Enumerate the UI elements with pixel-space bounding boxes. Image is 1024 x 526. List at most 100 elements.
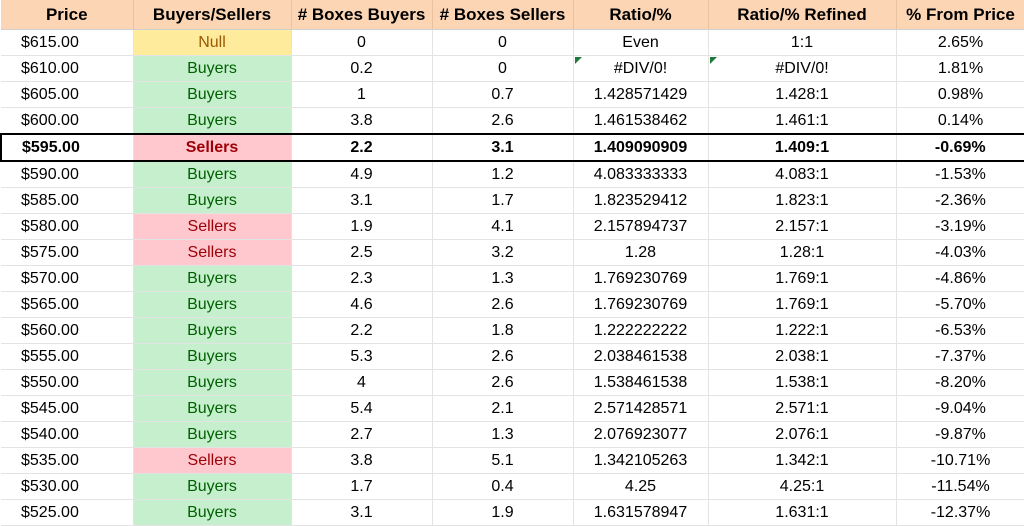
buyers-sellers-cell[interactable]: Buyers <box>133 55 292 82</box>
price-cell[interactable]: $590.00 <box>1 161 134 188</box>
header-buyers-sellers[interactable]: Buyers/Sellers <box>133 0 292 30</box>
ratio-cell[interactable]: 1.631578947 <box>573 499 709 526</box>
buyers-sellers-cell[interactable]: Buyers <box>133 265 292 292</box>
price-cell[interactable]: $595.00 <box>0 133 134 162</box>
buyers-sellers-cell[interactable]: Buyers <box>133 81 292 108</box>
ratio-cell[interactable]: 2.157894737 <box>573 213 709 240</box>
boxes-sellers-cell[interactable]: 3.2 <box>432 239 574 266</box>
boxes-buyers-cell[interactable]: 4 <box>291 369 433 396</box>
buyers-sellers-cell[interactable]: Buyers <box>133 107 292 135</box>
price-cell[interactable]: $540.00 <box>1 421 134 448</box>
from-price-cell[interactable]: -10.71% <box>896 447 1024 474</box>
buyers-sellers-cell[interactable]: Sellers <box>133 447 292 474</box>
buyers-sellers-cell[interactable]: Buyers <box>133 395 292 422</box>
boxes-buyers-cell[interactable]: 2.3 <box>291 265 433 292</box>
ratio-refined-cell[interactable]: 1:1 <box>708 29 897 56</box>
boxes-buyers-cell[interactable]: 5.3 <box>291 343 433 370</box>
ratio-refined-cell[interactable]: 2.157:1 <box>708 213 897 240</box>
from-price-cell[interactable]: -12.37% <box>896 499 1024 526</box>
buyers-sellers-cell[interactable]: Buyers <box>133 421 292 448</box>
boxes-sellers-cell[interactable]: 2.1 <box>432 395 574 422</box>
ratio-cell[interactable]: 4.083333333 <box>573 161 709 188</box>
from-price-cell[interactable]: -11.54% <box>896 473 1024 500</box>
price-cell[interactable]: $550.00 <box>1 369 134 396</box>
boxes-sellers-cell[interactable]: 5.1 <box>432 447 574 474</box>
ratio-refined-cell[interactable]: 1.222:1 <box>708 317 897 344</box>
boxes-sellers-cell[interactable]: 2.6 <box>432 291 574 318</box>
ratio-cell[interactable]: 2.038461538 <box>573 343 709 370</box>
boxes-buyers-cell[interactable]: 1 <box>291 81 433 108</box>
header-ratio[interactable]: Ratio/% <box>573 0 709 30</box>
buyers-sellers-cell[interactable]: Sellers <box>133 213 292 240</box>
ratio-refined-cell[interactable]: 1.409:1 <box>708 133 897 162</box>
ratio-cell[interactable]: Even <box>573 29 709 56</box>
boxes-sellers-cell[interactable]: 2.6 <box>432 107 574 135</box>
boxes-buyers-cell[interactable]: 3.8 <box>291 447 433 474</box>
boxes-buyers-cell[interactable]: 3.1 <box>291 187 433 214</box>
from-price-cell[interactable]: -9.04% <box>896 395 1024 422</box>
ratio-refined-cell[interactable]: 4.25:1 <box>708 473 897 500</box>
price-cell[interactable]: $575.00 <box>1 239 134 266</box>
boxes-buyers-cell[interactable]: 2.5 <box>291 239 433 266</box>
from-price-cell[interactable]: -0.69% <box>896 133 1024 162</box>
boxes-sellers-cell[interactable]: 0.4 <box>432 473 574 500</box>
from-price-cell[interactable]: -2.36% <box>896 187 1024 214</box>
header-price[interactable]: Price <box>1 0 134 30</box>
price-cell[interactable]: $560.00 <box>1 317 134 344</box>
from-price-cell[interactable]: 1.81% <box>896 55 1024 82</box>
ratio-refined-cell[interactable]: 1.769:1 <box>708 265 897 292</box>
ratio-refined-cell[interactable]: 2.076:1 <box>708 421 897 448</box>
boxes-buyers-cell[interactable]: 0.2 <box>291 55 433 82</box>
from-price-cell[interactable]: -7.37% <box>896 343 1024 370</box>
buyers-sellers-cell[interactable]: Sellers <box>133 133 292 162</box>
from-price-cell[interactable]: 0.98% <box>896 81 1024 108</box>
boxes-sellers-cell[interactable]: 0 <box>432 55 574 82</box>
price-cell[interactable]: $605.00 <box>1 81 134 108</box>
ratio-refined-cell[interactable]: 1.823:1 <box>708 187 897 214</box>
buyers-sellers-cell[interactable]: Buyers <box>133 161 292 188</box>
ratio-cell[interactable]: #DIV/0! <box>573 55 709 82</box>
buyers-sellers-cell[interactable]: Buyers <box>133 369 292 396</box>
ratio-refined-cell[interactable]: #DIV/0! <box>708 55 897 82</box>
header-ratio-refined[interactable]: Ratio/% Refined <box>708 0 897 30</box>
price-cell[interactable]: $565.00 <box>1 291 134 318</box>
boxes-buyers-cell[interactable]: 4.9 <box>291 161 433 188</box>
from-price-cell[interactable]: -4.86% <box>896 265 1024 292</box>
ratio-cell[interactable]: 1.538461538 <box>573 369 709 396</box>
ratio-refined-cell[interactable]: 1.342:1 <box>708 447 897 474</box>
ratio-cell[interactable]: 1.28 <box>573 239 709 266</box>
boxes-sellers-cell[interactable]: 0.7 <box>432 81 574 108</box>
header-from-price[interactable]: % From Price <box>896 0 1024 30</box>
header-boxes-sellers[interactable]: # Boxes Sellers <box>432 0 574 30</box>
ratio-refined-cell[interactable]: 1.631:1 <box>708 499 897 526</box>
ratio-cell[interactable]: 1.461538462 <box>573 107 709 135</box>
ratio-cell[interactable]: 1.428571429 <box>573 81 709 108</box>
boxes-buyers-cell[interactable]: 2.2 <box>291 133 433 162</box>
buyers-sellers-cell[interactable]: Buyers <box>133 499 292 526</box>
boxes-sellers-cell[interactable]: 1.3 <box>432 265 574 292</box>
header-boxes-buyers[interactable]: # Boxes Buyers <box>291 0 433 30</box>
boxes-buyers-cell[interactable]: 5.4 <box>291 395 433 422</box>
boxes-sellers-cell[interactable]: 2.6 <box>432 343 574 370</box>
boxes-sellers-cell[interactable]: 0 <box>432 29 574 56</box>
boxes-sellers-cell[interactable]: 1.8 <box>432 317 574 344</box>
price-cell[interactable]: $615.00 <box>1 29 134 56</box>
price-cell[interactable]: $535.00 <box>1 447 134 474</box>
price-cell[interactable]: $570.00 <box>1 265 134 292</box>
from-price-cell[interactable]: -4.03% <box>896 239 1024 266</box>
boxes-buyers-cell[interactable]: 0 <box>291 29 433 56</box>
price-cell[interactable]: $610.00 <box>1 55 134 82</box>
price-cell[interactable]: $530.00 <box>1 473 134 500</box>
ratio-cell[interactable]: 2.571428571 <box>573 395 709 422</box>
from-price-cell[interactable]: -3.19% <box>896 213 1024 240</box>
price-cell[interactable]: $545.00 <box>1 395 134 422</box>
ratio-cell[interactable]: 1.222222222 <box>573 317 709 344</box>
ratio-refined-cell[interactable]: 1.28:1 <box>708 239 897 266</box>
ratio-cell[interactable]: 1.769230769 <box>573 291 709 318</box>
buyers-sellers-cell[interactable]: Buyers <box>133 291 292 318</box>
buyers-sellers-cell[interactable]: Buyers <box>133 317 292 344</box>
buyers-sellers-cell[interactable]: Sellers <box>133 239 292 266</box>
ratio-cell[interactable]: 1.409090909 <box>573 133 709 162</box>
from-price-cell[interactable]: 2.65% <box>896 29 1024 56</box>
boxes-buyers-cell[interactable]: 3.1 <box>291 499 433 526</box>
